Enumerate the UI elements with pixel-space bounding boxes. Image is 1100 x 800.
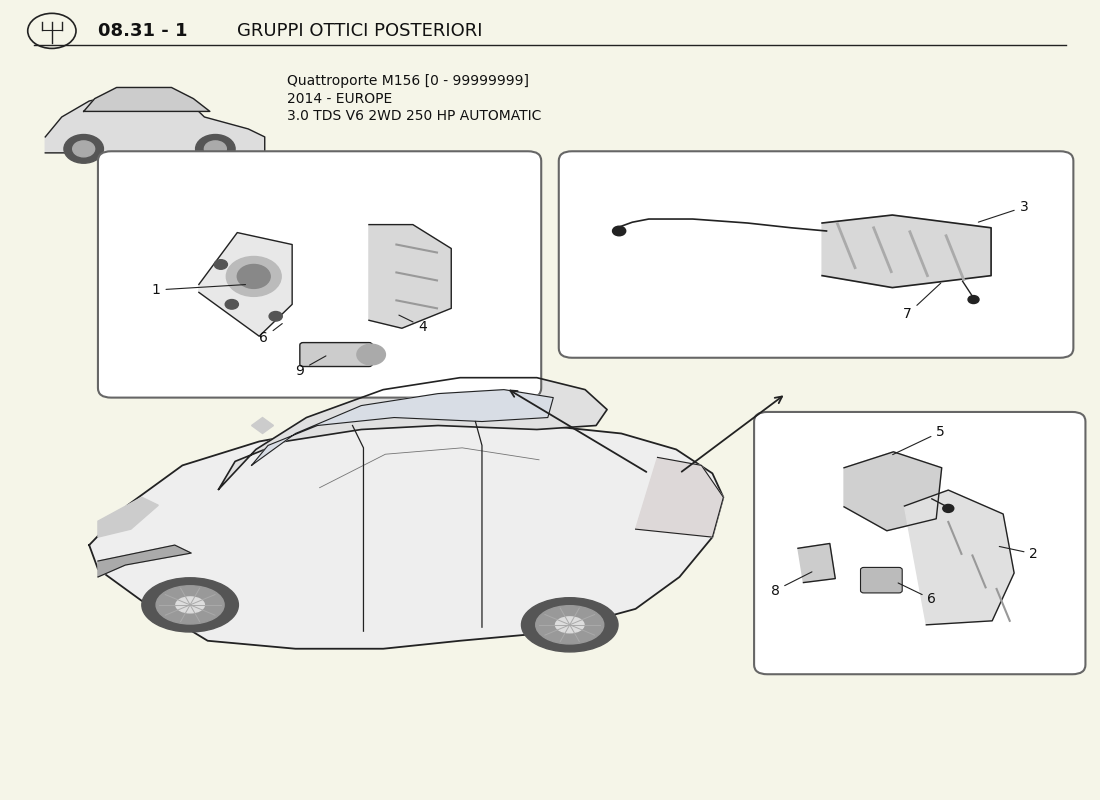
FancyBboxPatch shape (559, 151, 1074, 358)
Text: 8: 8 (770, 572, 812, 598)
Polygon shape (45, 93, 265, 153)
Circle shape (196, 134, 235, 163)
Ellipse shape (142, 578, 239, 632)
Polygon shape (844, 452, 942, 530)
Polygon shape (368, 225, 451, 328)
FancyBboxPatch shape (98, 151, 541, 398)
Text: 08.31 - 1: 08.31 - 1 (98, 22, 187, 40)
Polygon shape (822, 215, 991, 287)
Polygon shape (252, 418, 274, 434)
Polygon shape (904, 490, 1014, 625)
Polygon shape (252, 390, 553, 466)
Text: 2: 2 (999, 546, 1038, 561)
Polygon shape (636, 458, 724, 537)
Circle shape (64, 134, 103, 163)
Text: 2014 - EUROPE: 2014 - EUROPE (287, 92, 392, 106)
Circle shape (205, 141, 227, 157)
Circle shape (356, 344, 385, 365)
Circle shape (613, 226, 626, 236)
FancyBboxPatch shape (300, 342, 372, 366)
Circle shape (226, 299, 239, 309)
Text: 9: 9 (296, 356, 326, 378)
Circle shape (270, 311, 283, 321)
Text: 3: 3 (978, 200, 1028, 222)
Polygon shape (84, 87, 210, 111)
Polygon shape (798, 543, 835, 582)
Polygon shape (219, 378, 607, 490)
FancyBboxPatch shape (755, 412, 1086, 674)
Circle shape (73, 141, 95, 157)
Text: 5: 5 (893, 425, 945, 454)
Circle shape (238, 265, 271, 288)
Text: 6: 6 (260, 323, 283, 345)
Circle shape (968, 295, 979, 303)
Text: 4: 4 (399, 315, 427, 334)
Text: 3.0 TDS V6 2WD 250 HP AUTOMATIC: 3.0 TDS V6 2WD 250 HP AUTOMATIC (287, 109, 541, 123)
Ellipse shape (521, 598, 618, 652)
Circle shape (214, 260, 228, 270)
Text: 6: 6 (898, 583, 936, 606)
FancyBboxPatch shape (860, 567, 902, 593)
Circle shape (227, 257, 282, 296)
Ellipse shape (176, 597, 205, 613)
Polygon shape (98, 498, 158, 537)
Polygon shape (98, 545, 191, 577)
Text: 7: 7 (903, 283, 940, 321)
Text: GRUPPI OTTICI POSTERIORI: GRUPPI OTTICI POSTERIORI (238, 22, 483, 40)
Ellipse shape (536, 606, 604, 644)
Polygon shape (89, 422, 724, 649)
Circle shape (943, 505, 954, 513)
Text: 1: 1 (152, 283, 245, 297)
Polygon shape (199, 233, 293, 336)
Ellipse shape (156, 586, 224, 624)
Text: Quattroporte M156 [0 - 99999999]: Quattroporte M156 [0 - 99999999] (287, 74, 529, 88)
Ellipse shape (556, 617, 584, 633)
